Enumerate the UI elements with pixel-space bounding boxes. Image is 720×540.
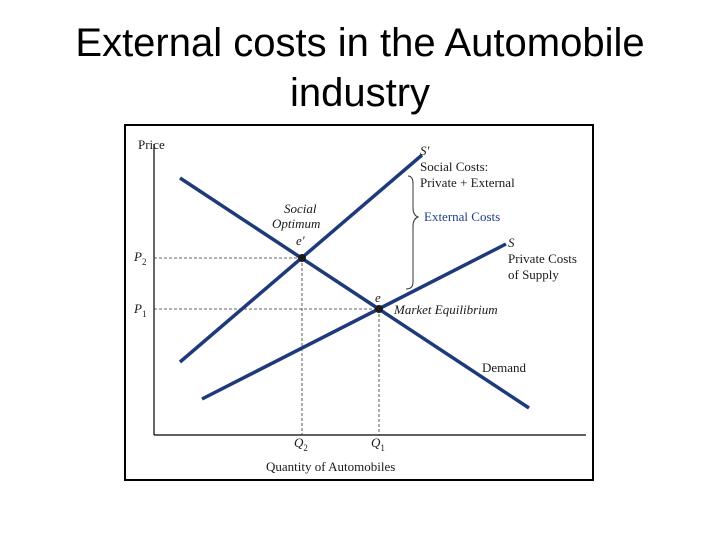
- title-line-2: industry: [289, 71, 431, 115]
- diagram-canvas: Price Quantity of Automobiles P2 P1 Q2 Q…: [133, 137, 586, 474]
- external-costs-label: External Costs: [424, 209, 500, 224]
- y-axis-label: Price: [138, 137, 165, 152]
- private-supply-curve: [201, 242, 507, 401]
- q1-label: Q1: [371, 435, 385, 453]
- social-optimum-point: [298, 254, 306, 262]
- social-optimum-label-1: Social: [284, 201, 317, 216]
- external-costs-bracket: [405, 175, 420, 290]
- private-costs-label-1: Private Costs: [508, 251, 577, 266]
- p1-label: P1: [133, 301, 146, 319]
- market-equilibrium-point: [375, 305, 383, 313]
- demand-curve: [179, 176, 530, 410]
- private-costs-label-2: of Supply: [508, 267, 559, 282]
- social-costs-label-1: Social Costs:: [420, 159, 488, 174]
- x-axis-label: Quantity of Automobiles: [266, 459, 395, 474]
- slide-title: External costs in the Automobile industr…: [0, 18, 720, 118]
- s-label: S: [508, 235, 515, 250]
- e-prime-label: e': [296, 233, 305, 248]
- demand-label: Demand: [482, 360, 527, 375]
- title-line-1: External costs in the Automobile: [75, 21, 645, 65]
- q2-label: Q2: [294, 435, 308, 453]
- e-label: e: [375, 290, 381, 305]
- social-optimum-label-2: Optimum: [272, 216, 320, 231]
- market-equilibrium-label: Market Equilibrium: [393, 302, 498, 317]
- social-costs-label-2: Private + External: [420, 175, 515, 190]
- externality-diagram: Price Quantity of Automobiles P2 P1 Q2 Q…: [124, 124, 594, 481]
- s-prime-label: S': [420, 143, 430, 158]
- p2-label: P2: [133, 249, 146, 267]
